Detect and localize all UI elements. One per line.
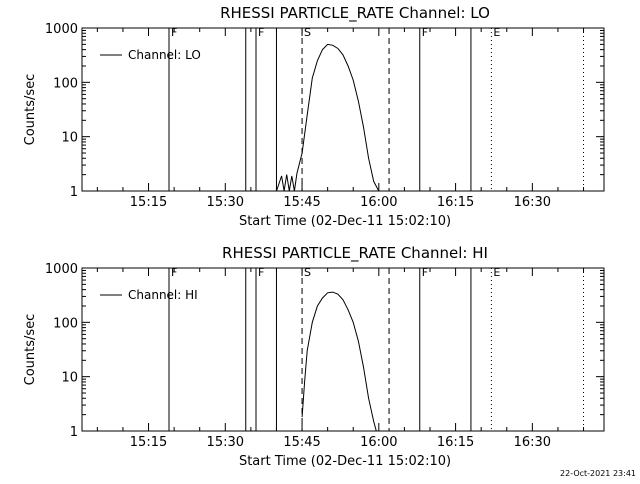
y-axis-label: Counts/sec [23, 314, 38, 386]
series-line [301, 291, 377, 432]
event-label: F [171, 266, 177, 279]
series-line [276, 43, 380, 192]
x-tick-label: 15:30 [207, 195, 244, 210]
y-tick-label: 100 [53, 76, 78, 91]
x-axis-label: Start Time (02-Dec-11 15:02:10) [239, 214, 451, 229]
event-label: F [422, 266, 428, 279]
event-label: F [258, 266, 264, 279]
y-tick-label: 1000 [45, 262, 78, 277]
event-label: E [493, 266, 500, 279]
event-label: E [493, 26, 500, 39]
event-label: F [422, 26, 428, 39]
chart-title: RHESSI PARTICLE_RATE Channel: HI [222, 244, 488, 263]
x-tick-label: 16:15 [437, 195, 474, 210]
x-tick-label: 16:30 [514, 435, 551, 450]
y-axis-label: Counts/sec [23, 74, 38, 146]
plot-frame [81, 267, 605, 432]
legend-label: Channel: LO [128, 48, 201, 62]
y-tick-label: 1000 [45, 22, 78, 37]
event-label: S [304, 266, 311, 279]
x-tick-label: 15:15 [130, 195, 167, 210]
x-tick-label: 15:45 [283, 195, 320, 210]
event-label: F [171, 26, 177, 39]
x-tick-label: 16:00 [360, 195, 397, 210]
y-tick-label: 10 [61, 371, 78, 386]
event-label: S [304, 26, 311, 39]
y-tick-label: 100 [53, 316, 78, 331]
plot-frame [81, 27, 605, 192]
x-tick-label: 16:15 [437, 435, 474, 450]
chart-title: RHESSI PARTICLE_RATE Channel: LO [220, 4, 490, 23]
y-tick-label: 1 [70, 425, 78, 440]
x-tick-label: 15:45 [283, 435, 320, 450]
x-tick-label: 15:15 [130, 435, 167, 450]
x-tick-label: 15:30 [207, 435, 244, 450]
y-tick-label: 10 [61, 131, 78, 146]
x-tick-label: 16:30 [514, 195, 551, 210]
legend-label: Channel: HI [128, 288, 198, 302]
x-axis-label: Start Time (02-Dec-11 15:02:10) [239, 454, 451, 469]
x-tick-label: 16:00 [360, 435, 397, 450]
event-label: F [258, 26, 264, 39]
y-tick-label: 1 [70, 185, 78, 200]
footer-timestamp: 22-Oct-2021 23:41 [560, 469, 636, 478]
